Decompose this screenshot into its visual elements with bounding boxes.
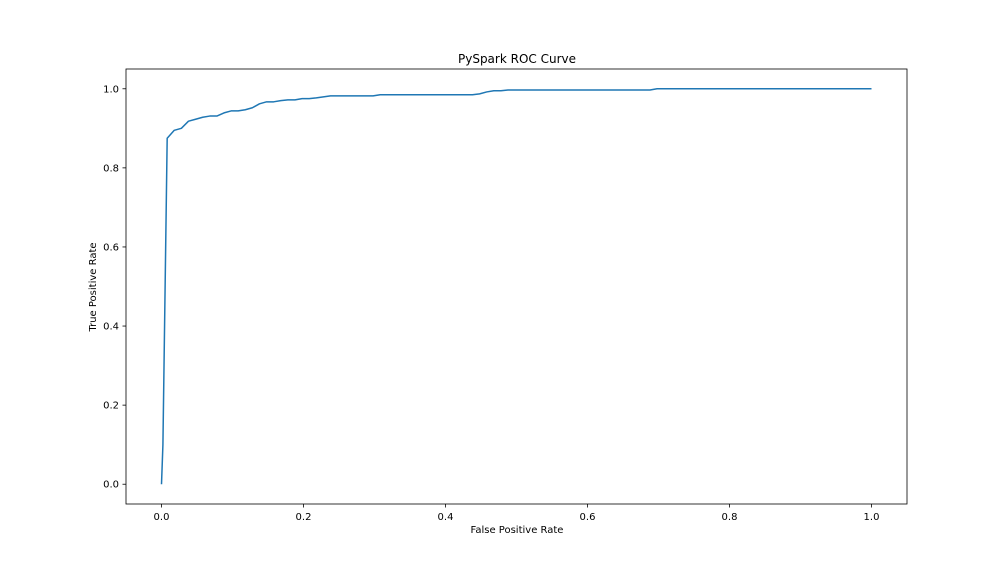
y-tick-label: 0.4 [103, 322, 119, 333]
y-tick-label: 0.2 [103, 401, 119, 412]
x-tick-label: 0.2 [296, 512, 312, 523]
chart-title: PySpark ROC Curve [458, 52, 576, 66]
x-tick-label: 0.0 [154, 512, 170, 523]
x-axis: 0.0 0.2 0.4 0.6 0.8 1.0 [154, 504, 880, 523]
plot-area [125, 68, 908, 505]
x-tick-label: 0.6 [580, 512, 596, 523]
y-tick-label: 0.0 [103, 480, 119, 491]
x-tick-label: 0.4 [438, 512, 454, 523]
y-tick-label: 0.8 [103, 163, 119, 174]
y-tick-label: 1.0 [103, 84, 119, 95]
x-tick-label: 1.0 [864, 512, 880, 523]
y-axis-label: True Positive Rate [88, 242, 99, 332]
y-tick-label: 0.6 [103, 242, 119, 253]
axes-frame [125, 68, 908, 505]
x-axis-label: False Positive Rate [471, 525, 564, 536]
x-tick-label: 0.8 [722, 512, 738, 523]
series-line-0 [160, 88, 872, 485]
y-axis: 0.0 0.2 0.4 0.6 0.8 1.0 [103, 84, 126, 491]
